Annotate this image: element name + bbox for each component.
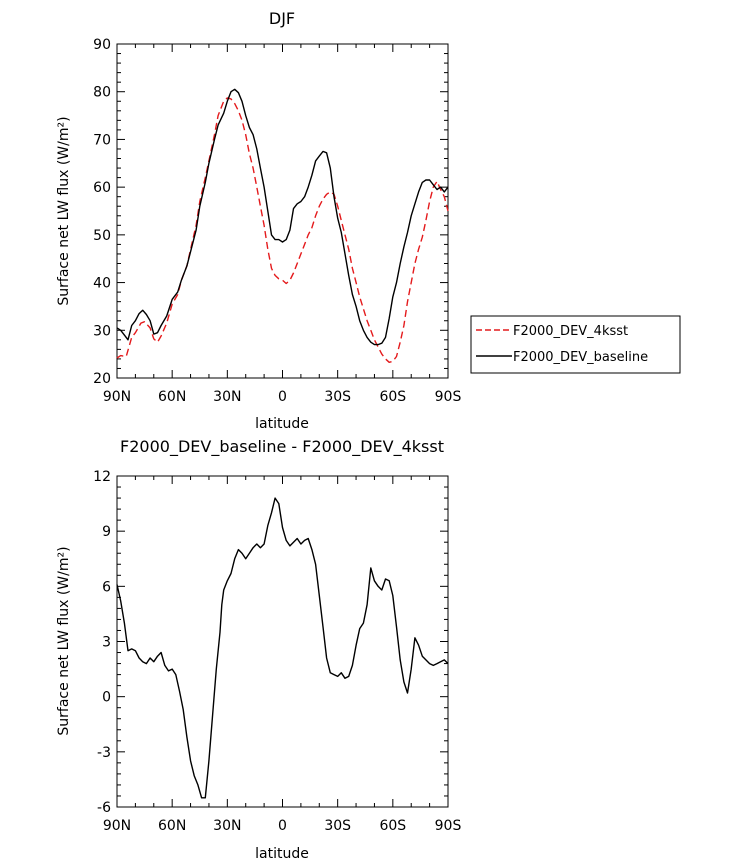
bottom-chart: F2000_DEV_baseline - F2000_DEV_4ksst -6-… [56, 437, 461, 862]
top-series-lines [116, 88, 449, 363]
x-tick-label: 90N [103, 818, 131, 834]
y-tick-label: 9 [102, 524, 111, 540]
legend: F2000_DEV_4ksst F2000_DEV_baseline [470, 315, 681, 374]
y-tick-label: 50 [93, 228, 111, 244]
bottom-x-axis-label: latitude [255, 846, 309, 862]
x-tick-label: 90S [435, 818, 462, 834]
y-tick-label: 12 [93, 469, 111, 485]
legend-box [470, 315, 681, 374]
y-tick-label: 6 [102, 579, 111, 595]
top-chart-title: DJF [269, 9, 295, 28]
y-tick-label: 30 [93, 323, 111, 339]
x-tick-label: 90N [103, 389, 131, 405]
y-tick-label: 40 [93, 276, 111, 292]
top-chart: DJF 20 30 40 50 60 70 80 90 90N 60N 30N 0 30S 60S 90S… [56, 9, 461, 432]
bottom-series-lines [116, 497, 449, 799]
top-x-axis-label: latitude [255, 416, 309, 432]
top-y-ticks: 20 30 40 50 60 70 80 90 [93, 37, 448, 387]
legend-label-4ksst: F2000_DEV_4ksst [513, 324, 628, 339]
x-tick-label: 0 [278, 818, 287, 834]
top-y-axis-label: Surface net LW flux (W/m²) [56, 116, 72, 305]
y-tick-label: 60 [93, 180, 111, 196]
x-tick-label: 60S [379, 389, 406, 405]
y-tick-label: 70 [93, 132, 111, 148]
bottom-y-axis-label: Surface net LW flux (W/m²) [56, 546, 72, 735]
x-tick-label: 30S [324, 389, 351, 405]
y-tick-label: 20 [93, 371, 111, 387]
y-tick-label: -3 [97, 745, 111, 761]
x-tick-label: 60S [379, 818, 406, 834]
top-x-ticks: 90N 60N 30N 0 30S 60S 90S [103, 44, 462, 405]
bottom-chart-title: F2000_DEV_baseline - F2000_DEV_4ksst [120, 437, 444, 457]
bottom-y-ticks: -6 -3 0 3 6 9 12 [93, 469, 448, 816]
x-tick-label: 60N [158, 818, 186, 834]
series-line-f2000-dev-4ksst [116, 97, 449, 363]
y-tick-label: 3 [102, 635, 111, 651]
y-tick-label: 0 [102, 690, 111, 706]
x-tick-label: 60N [158, 389, 186, 405]
legend-label-baseline: F2000_DEV_baseline [513, 350, 648, 365]
y-tick-label: 80 [93, 85, 111, 101]
x-tick-label: 30S [324, 818, 351, 834]
x-tick-label: 90S [435, 389, 462, 405]
series-line-difference [116, 497, 449, 799]
bottom-x-ticks: 90N 60N 30N 0 30S 60S 90S [103, 476, 462, 834]
y-tick-label: -6 [97, 800, 111, 816]
x-tick-label: 0 [278, 389, 287, 405]
y-tick-label: 90 [93, 37, 111, 53]
series-line-f2000-dev-baseline [116, 88, 449, 346]
x-tick-label: 30N [213, 389, 241, 405]
x-tick-label: 30N [213, 818, 241, 834]
top-plot-frame [116, 43, 449, 379]
